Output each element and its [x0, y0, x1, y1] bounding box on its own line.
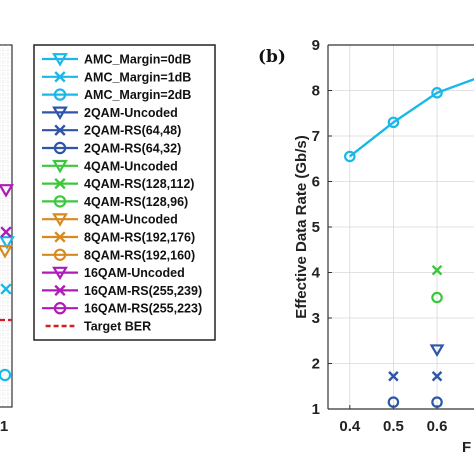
legend-marker — [54, 71, 66, 83]
panel-b-point — [388, 370, 399, 382]
panel-a-marker — [0, 236, 15, 250]
panel-b-label: (b) — [258, 47, 286, 67]
legend-entry: 8QAM-Uncoded — [42, 213, 178, 227]
legend-marker — [52, 53, 68, 67]
legend-label: 4QAM-RS(128,96) — [84, 195, 188, 209]
panel-b-point — [431, 370, 443, 382]
panel-b-point — [431, 396, 443, 408]
legend-marker — [53, 88, 67, 101]
legend-entry: 2QAM-Uncoded — [42, 106, 178, 120]
panel-b: (b) 1 2 3 4 5 6 7 8 9 0.4 0.5 0.6 Effective Data Ra… — [258, 37, 474, 456]
panel-a-marker — [0, 226, 12, 238]
panel-a: 1 — [0, 44, 15, 435]
panel-b-y-tick-label: 4 — [312, 265, 321, 282]
legend-marker — [52, 106, 68, 120]
panel-a-marker — [0, 184, 14, 198]
panel-b-series-group — [387, 396, 443, 408]
legend-entry: 16QAM-RS(255,223) — [42, 302, 202, 316]
panel-b-point — [387, 396, 400, 408]
legend-label: 8QAM-Uncoded — [84, 213, 178, 227]
legend-marker — [53, 195, 67, 208]
legend-marker — [54, 231, 66, 243]
legend-label: 2QAM-RS(64,32) — [84, 142, 181, 156]
legend-marker — [54, 284, 66, 297]
panel-b-y-tick-label: 6 — [312, 174, 320, 191]
legend-label: 16QAM-RS(255,239) — [84, 284, 202, 298]
legend-entry: AMC_Margin=2dB — [42, 88, 191, 102]
legend-label: AMC_Margin=0dB — [84, 53, 191, 67]
legend-label: 8QAM-RS(192,160) — [84, 248, 195, 262]
legend-entry: 2QAM-RS(64,48) — [42, 124, 181, 138]
panel-b-point — [431, 264, 443, 276]
legend-marker — [54, 124, 66, 136]
panel-a-x-tick-label: 1 — [0, 418, 8, 435]
panel-b-y-tick-label: 8 — [312, 83, 320, 100]
legend-entry: Target BER — [45, 320, 151, 334]
panel-b-point — [431, 86, 443, 99]
panel-b-series-group — [344, 77, 474, 163]
legend-entry: 8QAM-RS(192,176) — [42, 231, 195, 245]
legend-label: Target BER — [84, 320, 151, 334]
panel-b-series-group — [429, 344, 445, 357]
legend-label: 4QAM-RS(128,112) — [84, 177, 194, 191]
legend-label: 2QAM-Uncoded — [84, 106, 178, 120]
legend-label: 16QAM-RS(255,223) — [84, 302, 202, 316]
panel-a-marker — [0, 368, 12, 382]
legend-marker — [53, 302, 67, 315]
panel-b-y-tick-label: 1 — [312, 401, 320, 418]
legend-label: 8QAM-RS(192,176) — [84, 231, 195, 245]
panel-a-axes-frame — [0, 44, 13, 408]
panel-a-marker — [0, 283, 12, 295]
panel-b-point — [429, 344, 445, 357]
panel-b-series-group — [388, 370, 443, 382]
legend-marker — [52, 266, 68, 281]
legend-entry: 4QAM-RS(128,96) — [42, 195, 188, 209]
legend-marker — [54, 177, 66, 190]
legend-marker — [53, 141, 67, 155]
panel-a-marks — [0, 184, 15, 382]
legend-entry: 8QAM-RS(192,160) — [42, 248, 195, 262]
legend-entry: 4QAM-Uncoded — [42, 159, 178, 174]
panel-b-x-axis-label: F — [462, 439, 471, 456]
panel-b-y-axis-label: Effective Data Rate (Gb/s) — [293, 135, 310, 318]
panel-b-x-tick-label: 0.4 — [339, 418, 361, 435]
legend-label: AMC_Margin=1dB — [84, 70, 191, 84]
panel-b-y-tick-label: 9 — [312, 37, 320, 54]
legend-entry: AMC_Margin=1dB — [42, 70, 191, 84]
legend-items: AMC_Margin=0dB AMC_Margin=1dB AMC_Margin=2… — [42, 53, 202, 334]
panel-b-x-tick-label: 0.6 — [427, 418, 448, 435]
panel-b-y-tick-label: 2 — [312, 356, 320, 373]
panel-b-y-tick-label: 5 — [312, 219, 320, 236]
legend-marker — [52, 213, 68, 227]
panel-a-grid — [0, 45, 12, 407]
legend-entry: 16QAM-Uncoded — [42, 266, 185, 281]
panel-b-grid — [328, 44, 474, 410]
legend-label: 4QAM-Uncoded — [84, 159, 178, 173]
panel-b-ticks: 1 2 3 4 5 6 7 8 9 0.4 0.5 0.6 — [312, 37, 448, 435]
panel-b-series — [344, 77, 474, 408]
legend: AMC_Margin=0dB AMC_Margin=1dB AMC_Margin=2… — [33, 44, 216, 341]
legend-label: 16QAM-Uncoded — [84, 266, 185, 280]
panel-b-y-tick-label: 3 — [312, 310, 320, 327]
legend-entry: 16QAM-RS(255,239) — [42, 284, 202, 298]
legend-label: 2QAM-RS(64,48) — [84, 124, 181, 138]
legend-entry: 4QAM-RS(128,112) — [42, 177, 194, 191]
panel-b-series-group — [431, 264, 443, 276]
legend-marker — [53, 248, 67, 261]
panel-b-y-tick-label: 7 — [312, 128, 320, 145]
panel-b-point — [431, 291, 443, 304]
panel-b-point — [344, 150, 356, 163]
legend-label: AMC_Margin=2dB — [84, 88, 191, 102]
legend-entry: AMC_Margin=0dB — [42, 53, 191, 67]
legend-entry: 2QAM-RS(64,32) — [42, 142, 181, 156]
legend-marker — [52, 159, 68, 174]
panel-b-series-line — [349, 77, 474, 158]
panel-a-marker — [0, 245, 13, 259]
panel-b-point — [387, 116, 400, 129]
panel-b-x-tick-label: 0.5 — [383, 418, 404, 435]
panel-b-series-group — [431, 291, 443, 304]
